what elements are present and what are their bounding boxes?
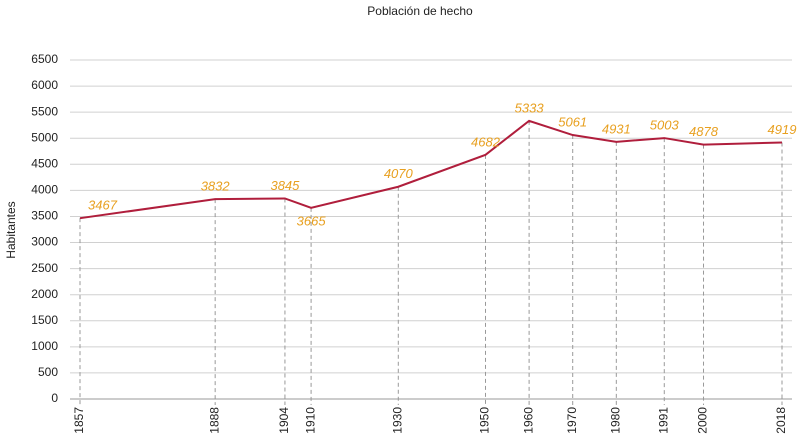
y-tick-label: 4500	[31, 156, 58, 170]
data-label: 5333	[515, 100, 545, 115]
x-tick-label: 1904	[277, 407, 291, 434]
chart-title: Población de hecho	[367, 4, 473, 18]
y-axis-label: Habitantes	[4, 201, 18, 258]
x-tick-label: 1991	[656, 407, 670, 434]
y-tick-label: 5500	[31, 104, 58, 118]
data-label: 4919	[768, 122, 797, 137]
y-tick-label: 3000	[31, 235, 58, 249]
y-tick-label: 2000	[31, 287, 58, 301]
y-tick-label: 500	[38, 365, 58, 379]
x-tick-label: 1857	[72, 407, 86, 434]
x-tick-label: 1950	[478, 407, 492, 434]
x-tick-label: 2018	[774, 407, 788, 434]
y-tick-label: 3500	[31, 209, 58, 223]
y-tick-label: 6500	[31, 52, 58, 66]
data-label: 3467	[88, 198, 118, 213]
data-label: 4070	[384, 166, 414, 181]
y-tick-label: 4000	[31, 183, 58, 197]
y-tick-label: 5000	[31, 130, 58, 144]
data-label: 4931	[602, 121, 631, 136]
data-label: 4878	[689, 124, 719, 139]
data-label: 3665	[297, 213, 327, 228]
data-label: 3845	[270, 178, 300, 193]
y-tick-label: 0	[51, 391, 58, 405]
x-tick-label: 2000	[696, 407, 710, 434]
x-tick-label: 1910	[303, 407, 317, 434]
y-tick-label: 2500	[31, 261, 58, 275]
x-tick-label: 1980	[608, 407, 622, 434]
y-tick-label: 1500	[31, 313, 58, 327]
x-tick-label: 1970	[565, 407, 579, 434]
data-line	[79, 119, 783, 220]
data-label: 4682	[471, 134, 501, 149]
y-tick-label: 1000	[31, 339, 58, 353]
data-label: 3832	[201, 179, 231, 194]
data-label: 5061	[558, 114, 587, 129]
data-label: 5003	[650, 118, 680, 133]
x-tick-label: 1888	[207, 407, 221, 434]
y-tick-label: 6000	[31, 78, 58, 92]
x-tick-label: 1930	[390, 407, 404, 434]
x-tick-label: 1960	[521, 407, 535, 434]
